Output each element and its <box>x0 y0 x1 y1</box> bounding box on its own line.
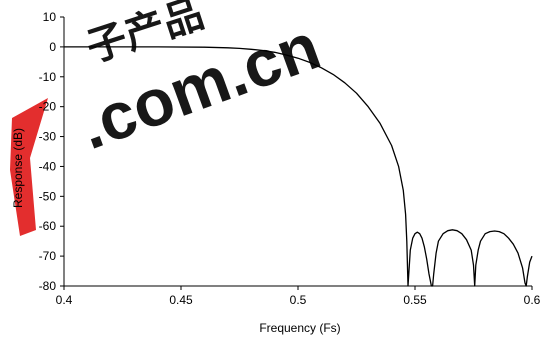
x-tick-label: 0.55 <box>403 293 427 307</box>
x-tick-label: 0.6 <box>524 293 541 307</box>
x-tick-label: 0.5 <box>290 293 307 307</box>
y-tick-label: -60 <box>39 219 57 233</box>
response-curve-line <box>64 46 533 287</box>
y-tick-label: -80 <box>39 279 57 293</box>
x-axis-title: Frequency (Fs) <box>259 321 340 335</box>
x-tick-label: 0.4 <box>56 293 73 307</box>
y-tick-label: 10 <box>43 10 57 24</box>
watermark-red-swoosh <box>10 98 48 236</box>
plot-area <box>64 46 533 287</box>
y-axis-title: Response (dB) <box>11 128 25 208</box>
y-tick-label: -40 <box>39 159 57 173</box>
y-tick-label: -50 <box>39 189 57 203</box>
y-tick-label: -30 <box>39 130 57 144</box>
y-tick-label: -70 <box>39 249 57 263</box>
x-tick-label: 0.45 <box>169 293 193 307</box>
watermark: 子产品 .com.cn <box>10 0 329 236</box>
y-tick-label: -10 <box>39 70 57 84</box>
y-tick-label: -20 <box>39 100 57 114</box>
axes: 10 0 -10 -20 -30 -40 -50 -60 -70 -800.4 0.45 0.5 0.5… <box>39 10 541 307</box>
y-tick-label: 0 <box>49 40 56 54</box>
